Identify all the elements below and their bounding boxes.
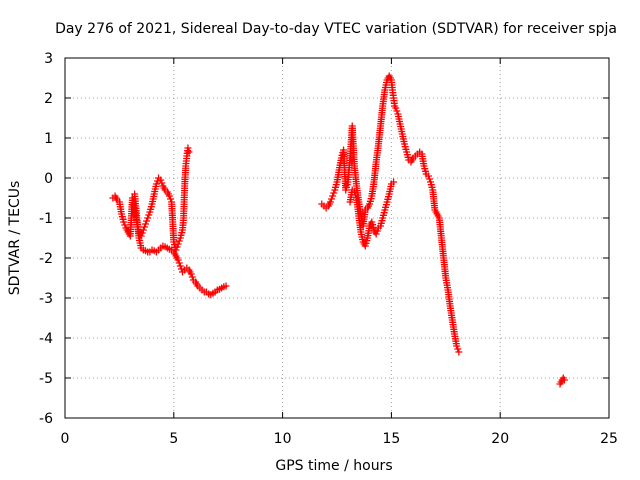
- x-tick-label: 20: [491, 431, 509, 447]
- y-tick-label: -5: [39, 371, 53, 387]
- data-point: [560, 376, 568, 384]
- x-tick-label: 25: [600, 431, 618, 447]
- data-point: [157, 176, 165, 184]
- data-point: [350, 188, 358, 196]
- y-tick-label: 2: [44, 91, 53, 107]
- x-tick-label: 15: [382, 431, 400, 447]
- data-point: [222, 282, 230, 290]
- data-point: [425, 175, 433, 183]
- y-tick-label: -3: [39, 291, 53, 307]
- data-point: [424, 172, 432, 180]
- data-point: [351, 191, 359, 199]
- series-segment-2: [131, 190, 230, 299]
- axis-ticks: [64, 57, 610, 419]
- data-point: [328, 195, 336, 203]
- data-point: [139, 226, 147, 234]
- data-point: [120, 218, 128, 226]
- data-point: [373, 227, 381, 235]
- y-axis-label: SDTVAR / TECUs: [7, 181, 23, 296]
- data-point: [175, 237, 183, 245]
- data-point: [121, 221, 129, 229]
- data-point: [145, 211, 153, 219]
- data-point: [153, 177, 161, 185]
- data-point: [184, 144, 192, 152]
- data-point: [165, 192, 173, 200]
- data-point: [187, 270, 195, 278]
- data-point: [175, 259, 183, 267]
- y-tick-label: -2: [39, 251, 53, 267]
- data-point: [158, 179, 166, 187]
- data-point: [173, 243, 181, 251]
- data-point: [152, 180, 160, 188]
- x-axis-label: GPS time / hours: [275, 458, 392, 474]
- data-point: [453, 342, 461, 350]
- series-segment-4: [346, 178, 398, 250]
- y-tick-label: 3: [44, 51, 53, 67]
- y-tick-label: -1: [39, 211, 53, 227]
- data-point: [329, 192, 337, 200]
- data-point: [393, 107, 401, 115]
- data-point: [140, 223, 148, 231]
- tick-labels: 0 5 10 15 20 25 -6 -5 -4 -3 -2 -1 0 1 2 3: [39, 51, 618, 447]
- data-point: [326, 198, 334, 206]
- plot-frame: [64, 57, 610, 419]
- series-segment-5: [556, 374, 568, 388]
- data-point: [390, 178, 398, 186]
- data-point: [177, 265, 185, 273]
- data-points: [109, 72, 568, 388]
- x-tick-label: 10: [274, 431, 292, 447]
- x-tick-label: 5: [169, 431, 178, 447]
- data-point: [372, 230, 380, 238]
- y-tick-label: -6: [39, 411, 53, 427]
- data-point: [167, 195, 175, 203]
- data-point: [143, 217, 151, 225]
- data-point: [188, 273, 196, 281]
- data-point: [454, 345, 462, 353]
- data-point: [142, 220, 150, 228]
- data-point: [144, 214, 152, 222]
- data-point: [174, 240, 182, 248]
- chart-title: Day 276 of 2021, Sidereal Day-to-day VTE…: [55, 21, 617, 37]
- data-point: [455, 348, 463, 356]
- data-point: [185, 148, 193, 156]
- data-point: [174, 256, 182, 264]
- data-point: [392, 104, 400, 112]
- y-tick-label: 1: [44, 131, 53, 147]
- x-tick-label: 0: [61, 431, 70, 447]
- data-point: [176, 262, 184, 270]
- data-point: [330, 189, 338, 197]
- y-tick-label: -4: [39, 331, 53, 347]
- y-tick-label: 0: [44, 171, 53, 187]
